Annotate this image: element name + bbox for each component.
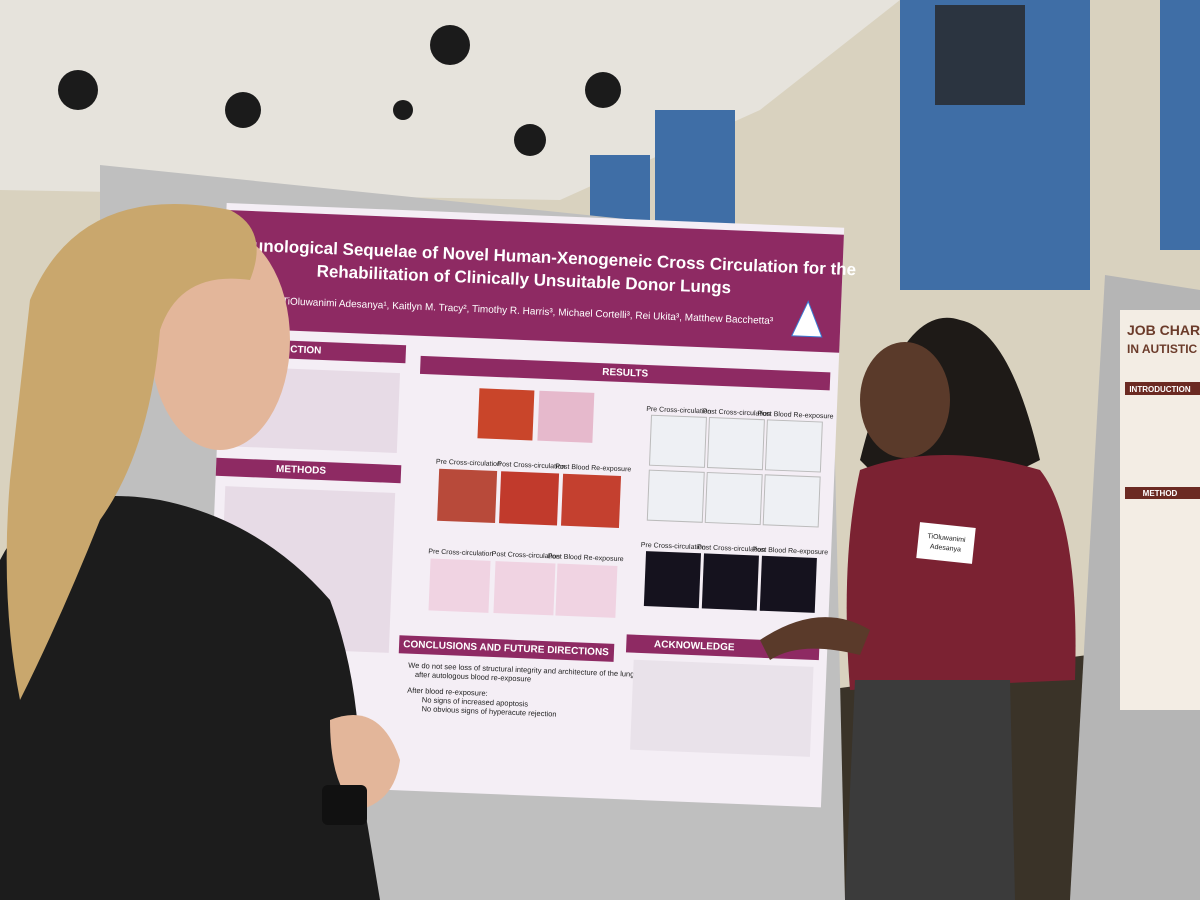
poster-header xyxy=(221,209,844,353)
conclusion-text: After blood re-exposure: xyxy=(407,686,488,698)
panel-label: Pre Cross-circulation xyxy=(646,406,711,416)
name-tag-text: TiOluwanimi xyxy=(927,533,966,544)
panel-label: Pre Cross-circulation xyxy=(436,459,501,469)
section-header xyxy=(419,355,831,391)
light xyxy=(58,70,98,110)
side-section-title: METHOD xyxy=(1143,489,1178,498)
side-section xyxy=(1125,382,1200,395)
name-tag-text: Adesanya xyxy=(930,543,962,553)
image xyxy=(493,561,556,616)
image xyxy=(428,558,491,613)
light xyxy=(514,124,546,156)
light xyxy=(585,72,621,108)
panel-label: Post Blood Re-exposure xyxy=(555,463,631,473)
balcony xyxy=(1160,0,1200,250)
watch xyxy=(322,785,367,825)
image xyxy=(704,471,763,526)
side-section-title: INTRODUCTION xyxy=(1129,385,1191,394)
image xyxy=(537,390,595,443)
balcony xyxy=(655,110,735,230)
light xyxy=(393,100,413,120)
panel-label: Post Blood Re-exposure xyxy=(758,410,834,420)
image xyxy=(646,469,705,523)
face xyxy=(860,342,950,458)
image xyxy=(499,471,560,526)
light xyxy=(430,25,470,65)
image xyxy=(437,468,498,524)
balcony xyxy=(590,155,650,225)
section-title: CTION xyxy=(290,344,322,356)
panel-label: Post Cross-circulation xyxy=(697,544,765,554)
panel-label: Post Blood Re-exposure xyxy=(752,546,828,556)
side-title: IN AUTISTIC AD xyxy=(1127,342,1200,356)
side-title: JOB CHARACT xyxy=(1127,322,1200,338)
poster: he Immunological Sequelae of Novel Human… xyxy=(193,202,856,808)
image xyxy=(561,473,622,528)
panel-label: Post Cross-circulation xyxy=(703,408,771,418)
ceiling xyxy=(0,0,900,200)
conclusion-text: No signs of increased apoptosis xyxy=(422,695,529,708)
image xyxy=(762,474,821,528)
visitor-hair xyxy=(6,204,257,700)
panel-label: Pre Cross-circulation xyxy=(428,548,493,558)
panel-label: Post Cross-circulation xyxy=(492,551,560,561)
image xyxy=(555,563,618,618)
trousers xyxy=(845,680,1015,900)
image xyxy=(764,419,823,473)
panel-label: Post Blood Re-exposure xyxy=(548,553,624,563)
image xyxy=(701,553,759,611)
image xyxy=(759,555,817,613)
light xyxy=(225,92,261,128)
section-title: ACKNOWLEDGE xyxy=(654,639,735,653)
image xyxy=(648,414,707,468)
window xyxy=(935,5,1025,105)
panel-label: Post Cross-circulation xyxy=(497,461,565,471)
sweater xyxy=(846,455,1076,690)
section-title: METHODS xyxy=(276,464,327,477)
visitor-shirt xyxy=(0,496,380,900)
image xyxy=(706,417,765,471)
image xyxy=(643,551,702,609)
section-title: RESULTS xyxy=(602,367,649,380)
section-header xyxy=(215,457,402,484)
section-header xyxy=(398,635,615,662)
side-section xyxy=(1125,487,1200,499)
lights xyxy=(58,25,621,156)
side-poster xyxy=(1120,310,1200,710)
image xyxy=(477,388,535,441)
text-block xyxy=(630,659,814,757)
name-tag xyxy=(916,522,976,564)
logo xyxy=(791,300,823,338)
panel-label: Pre Cross-circulation xyxy=(641,542,706,552)
hand xyxy=(760,617,870,660)
